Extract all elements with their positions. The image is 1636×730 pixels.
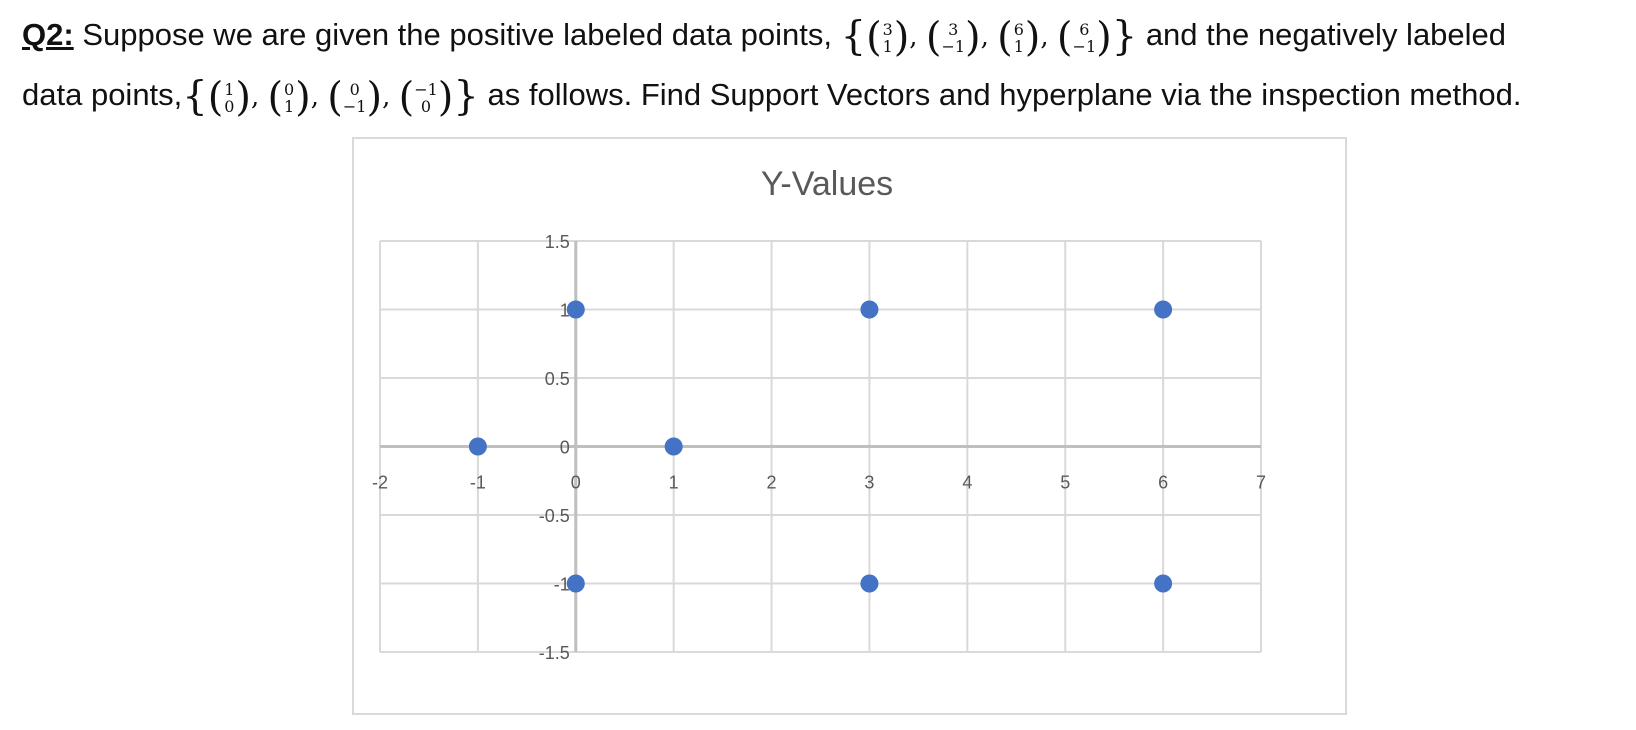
x-tick-label: 4 — [962, 473, 972, 493]
x-tick-label: -2 — [372, 473, 388, 493]
vector-bottom: −1 — [941, 36, 966, 56]
data-point — [566, 574, 585, 593]
axis-layer — [380, 241, 1261, 652]
column-vector: (0 −1) — [327, 74, 383, 121]
data-point — [1154, 574, 1173, 593]
question-line2-post: as follows. Find Support Vectors and hyp… — [487, 77, 1522, 112]
y-tick-label: 1.5 — [545, 232, 570, 252]
x-tick-label: 0 — [571, 473, 581, 493]
right-brace: } — [453, 73, 479, 120]
column-vector: (−1 0) — [398, 74, 454, 121]
vector-bottom: 0 — [224, 96, 235, 116]
scatter-chart: Y-Values -2 -1 0 1 2 3 4 5 6 7-1.5-1-0.500.511.5 — [372, 165, 1266, 663]
right-brace: } — [1111, 13, 1138, 60]
positive-points-set: {(3 1), (3 −1), (6 1), (6 −1)} — [841, 13, 1138, 59]
question-line1-post: and the negatively labeled — [1145, 17, 1507, 52]
y-tick-label: -1 — [554, 575, 570, 595]
data-point — [566, 300, 585, 319]
vector-bottom: −1 — [1072, 36, 1097, 56]
vector-top: 6 — [1079, 19, 1090, 39]
column-vector: (3 −1) — [925, 14, 981, 61]
vector-top: −1 — [414, 79, 438, 99]
tick-label-layer: -2 -1 0 1 2 3 4 5 6 7-1.5-1-0.500.511.5 — [372, 232, 1266, 663]
question-line-2: data points,{(1 0), (0 1), (0 −1), (−1 0)} a… — [22, 66, 1632, 126]
data-point — [664, 437, 683, 456]
column-vector: (6 1) — [997, 14, 1041, 61]
data-point — [860, 574, 879, 593]
y-tick-label: -0.5 — [539, 506, 570, 526]
vector-bottom: 1 — [284, 96, 295, 116]
left-brace: { — [182, 73, 208, 120]
column-vector: (0 1) — [267, 74, 311, 121]
vector-top: 3 — [948, 19, 959, 39]
y-tick-label: -1.5 — [539, 643, 570, 663]
question-label: Q2: — [22, 17, 74, 52]
question-text: Q2: Suppose we are given the positive la… — [22, 6, 1632, 126]
chart-title: Y-Values — [761, 165, 893, 203]
x-tick-label: 2 — [767, 473, 777, 493]
question-line2-pre: data points, — [22, 77, 183, 112]
vector-bottom: 0 — [420, 96, 432, 116]
vector-top: 0 — [349, 79, 360, 99]
question-line1-pre: Suppose we are given the positive labele… — [82, 17, 832, 52]
column-vector: (6 −1) — [1056, 14, 1112, 61]
vector-bottom: 1 — [882, 36, 893, 56]
x-tick-label: 7 — [1256, 473, 1266, 493]
vector-top: 3 — [882, 19, 893, 39]
data-point — [468, 437, 487, 456]
left-brace: { — [840, 13, 867, 60]
x-tick-label: -1 — [470, 473, 486, 493]
data-point — [1154, 300, 1173, 319]
chart-frame: Y-Values -2 -1 0 1 2 3 4 5 6 7 -1.5 -1 -0.5 0 0.5 1 1.5 — [352, 137, 1347, 715]
y-tick-label: 1 — [560, 301, 570, 321]
vector-top: 6 — [1013, 19, 1024, 39]
x-tick-label: 3 — [864, 473, 874, 493]
vector-top: 0 — [284, 79, 295, 99]
column-vector: (3 1) — [866, 14, 910, 61]
negative-points-set: {(1 0), (0 1), (0 −1), (−1 0)} — [182, 73, 479, 119]
x-tick-label: 1 — [669, 473, 679, 493]
x-tick-label: 5 — [1060, 473, 1070, 493]
column-vector: (1 0) — [207, 74, 251, 121]
data-point — [860, 300, 879, 319]
vector-bottom: 1 — [1013, 36, 1024, 56]
vector-top: 1 — [224, 79, 235, 99]
x-tick-label: 6 — [1158, 473, 1168, 493]
vector-bottom: −1 — [342, 96, 367, 116]
question-line-1: Q2: Suppose we are given the positive la… — [22, 6, 1632, 66]
y-tick-label: 0 — [560, 438, 570, 458]
y-tick-label: 0.5 — [545, 369, 570, 389]
point-layer — [468, 300, 1173, 593]
